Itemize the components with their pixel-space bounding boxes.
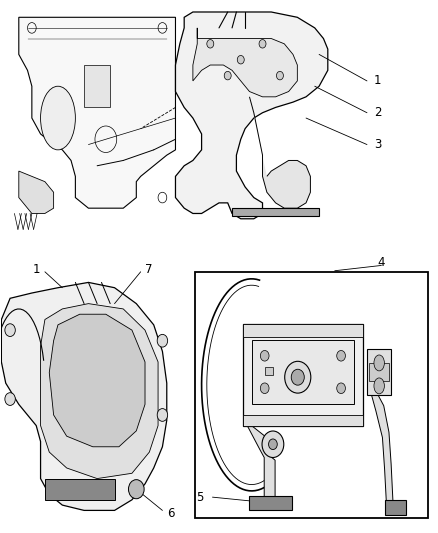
Bar	[195, 272, 428, 519]
Text: 6: 6	[167, 506, 174, 520]
Bar	[243, 324, 363, 337]
Bar	[84, 65, 110, 108]
Ellipse shape	[207, 39, 214, 48]
Ellipse shape	[374, 355, 385, 371]
Text: 1: 1	[33, 263, 41, 276]
Ellipse shape	[157, 409, 168, 421]
Ellipse shape	[276, 71, 283, 80]
Ellipse shape	[41, 86, 75, 150]
Bar	[369, 363, 389, 381]
Ellipse shape	[224, 71, 231, 80]
Polygon shape	[247, 426, 275, 509]
Bar	[265, 367, 273, 375]
Polygon shape	[19, 17, 176, 208]
Ellipse shape	[237, 55, 244, 64]
Polygon shape	[1, 282, 167, 511]
Text: 7: 7	[145, 263, 152, 276]
Ellipse shape	[259, 39, 266, 48]
Polygon shape	[41, 304, 158, 479]
Text: 1: 1	[374, 75, 381, 87]
Ellipse shape	[128, 480, 144, 499]
Text: 5: 5	[196, 491, 204, 504]
Ellipse shape	[291, 369, 304, 385]
Bar	[367, 349, 391, 395]
Polygon shape	[371, 395, 393, 513]
Polygon shape	[49, 314, 145, 447]
Ellipse shape	[260, 383, 269, 393]
Polygon shape	[19, 171, 53, 214]
Polygon shape	[176, 12, 328, 219]
Ellipse shape	[262, 431, 284, 457]
Ellipse shape	[337, 351, 346, 361]
Polygon shape	[45, 479, 115, 500]
Ellipse shape	[157, 334, 168, 347]
Ellipse shape	[285, 361, 311, 393]
Ellipse shape	[260, 351, 269, 361]
Bar	[243, 324, 363, 426]
Bar	[252, 340, 354, 405]
Ellipse shape	[5, 393, 15, 406]
Text: 3: 3	[374, 138, 381, 151]
Ellipse shape	[5, 324, 15, 336]
Ellipse shape	[374, 378, 385, 394]
Ellipse shape	[337, 383, 346, 393]
Bar	[385, 500, 406, 515]
Bar	[243, 415, 363, 426]
Polygon shape	[232, 208, 319, 216]
Text: 2: 2	[374, 106, 381, 119]
Text: 4: 4	[378, 256, 385, 269]
Polygon shape	[250, 97, 311, 208]
Bar	[249, 496, 293, 511]
Ellipse shape	[268, 439, 277, 449]
Polygon shape	[193, 28, 297, 97]
